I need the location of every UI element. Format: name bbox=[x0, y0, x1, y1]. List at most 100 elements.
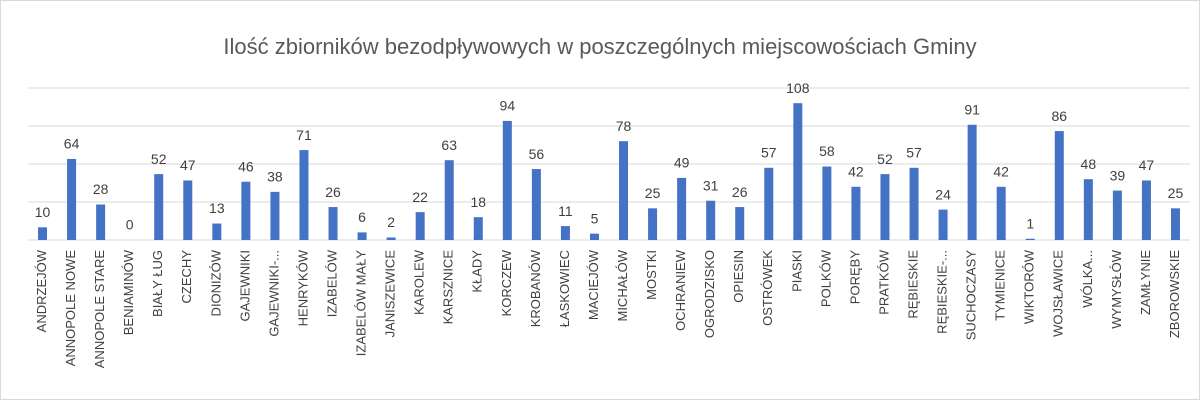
bar bbox=[183, 180, 193, 240]
x-tick-label: DIONIZÓW bbox=[208, 249, 223, 316]
bar bbox=[38, 227, 48, 240]
bar bbox=[909, 167, 919, 240]
data-label: 86 bbox=[1051, 108, 1067, 124]
data-label: 11 bbox=[558, 203, 573, 219]
x-tick-label: SUCHOCZASY bbox=[964, 250, 979, 341]
bar bbox=[1025, 238, 1035, 240]
x-tick-label: CZECHY bbox=[179, 250, 194, 304]
bar bbox=[1141, 180, 1151, 240]
x-tick-label: WOJSŁAWICE bbox=[1051, 250, 1066, 337]
bar bbox=[67, 158, 77, 240]
x-tick-label: KŁADY bbox=[470, 250, 485, 293]
data-label: 58 bbox=[819, 143, 835, 159]
x-tick-label: ŁASKOWIEC bbox=[557, 250, 572, 327]
data-label: 94 bbox=[500, 98, 516, 114]
data-label: 22 bbox=[412, 189, 428, 205]
x-tick-label: ANNOPOLE STARE bbox=[92, 250, 107, 369]
data-label: 13 bbox=[209, 200, 225, 216]
bar bbox=[357, 232, 367, 240]
x-tick-label: PIASKI bbox=[789, 250, 804, 292]
bar bbox=[967, 124, 977, 240]
x-tick-label: GAJEWNIKI bbox=[237, 250, 252, 322]
bar bbox=[1170, 208, 1180, 240]
x-tick-label: OSTRÓWEK bbox=[760, 250, 775, 326]
x-tick-label: OCHRANIEW bbox=[673, 249, 688, 331]
x-tick-label: PORĘBY bbox=[847, 250, 862, 305]
x-tick-label: MICHAŁÓW bbox=[615, 249, 630, 321]
data-label: 108 bbox=[786, 80, 810, 96]
bar bbox=[822, 166, 832, 240]
bar bbox=[502, 120, 512, 240]
data-label: 10 bbox=[35, 204, 51, 220]
data-label: 28 bbox=[93, 181, 109, 197]
bar bbox=[880, 174, 890, 240]
data-label: 0 bbox=[126, 217, 134, 233]
bar bbox=[996, 186, 1006, 240]
data-label: 63 bbox=[441, 137, 457, 153]
data-label: 39 bbox=[1110, 167, 1126, 183]
x-tick-label: WIKTORÓW bbox=[1022, 249, 1037, 324]
data-label: 26 bbox=[732, 184, 748, 200]
bar bbox=[154, 174, 164, 240]
bar bbox=[473, 217, 483, 240]
x-tick-label: WYMYSŁÓW bbox=[1109, 249, 1124, 328]
x-tick-label: BENIAMINÓW bbox=[121, 249, 136, 335]
bar bbox=[96, 204, 106, 240]
bar bbox=[619, 141, 629, 240]
x-tick-label: KROBANÓW bbox=[528, 249, 543, 327]
bar bbox=[212, 223, 222, 240]
bar bbox=[328, 207, 338, 240]
bar bbox=[1083, 179, 1093, 240]
data-label: 46 bbox=[238, 158, 254, 174]
x-tick-label: ZAMŁYNIE bbox=[1138, 250, 1153, 315]
data-label: 2 bbox=[387, 214, 395, 230]
data-label: 56 bbox=[529, 146, 545, 162]
data-label: 26 bbox=[325, 184, 341, 200]
data-label: 42 bbox=[848, 164, 864, 180]
x-tick-label: BIAŁY ŁUG bbox=[150, 250, 165, 317]
chart-title: Ilość zbiorników bezodpływowych w poszcz… bbox=[223, 34, 976, 59]
x-tick-label: KAROLEW bbox=[412, 249, 427, 315]
data-label: 38 bbox=[267, 169, 283, 185]
bar bbox=[270, 191, 280, 240]
bar bbox=[531, 169, 541, 240]
x-tick-label: IZABELÓW bbox=[324, 249, 339, 317]
data-label: 91 bbox=[964, 101, 980, 117]
x-tick-label: OGRODZISKO bbox=[702, 250, 717, 338]
x-tick-label: GAJEWNIKI-... bbox=[266, 250, 281, 337]
bar bbox=[444, 160, 454, 240]
bar bbox=[241, 181, 251, 240]
x-tick-label: RĘBIESKIE-... bbox=[935, 250, 950, 334]
data-label: 5 bbox=[591, 210, 599, 226]
bar bbox=[764, 167, 774, 240]
data-label: 48 bbox=[1081, 156, 1097, 172]
data-label: 6 bbox=[358, 209, 366, 225]
bar bbox=[1112, 190, 1122, 240]
data-label: 47 bbox=[1139, 157, 1155, 173]
bar bbox=[299, 150, 309, 240]
data-label: 42 bbox=[993, 164, 1009, 180]
data-label: 31 bbox=[703, 177, 719, 193]
bar bbox=[938, 209, 948, 240]
data-label: 57 bbox=[906, 145, 922, 161]
bar bbox=[735, 207, 745, 240]
bar bbox=[415, 212, 425, 240]
x-tick-label: KARSZNICE bbox=[441, 250, 456, 325]
x-tick-label: ZBOROWSKIE bbox=[1167, 250, 1182, 338]
bar bbox=[648, 208, 658, 240]
x-tick-label: HENRYKÓW bbox=[295, 249, 310, 326]
data-label: 25 bbox=[1168, 185, 1184, 201]
x-tick-label: ANDRZEJÓW bbox=[34, 249, 49, 332]
x-tick-label: MACIEJÓW bbox=[586, 249, 601, 320]
x-tick-label: MOSTKI bbox=[644, 250, 659, 300]
data-label: 64 bbox=[64, 136, 80, 152]
bar bbox=[386, 237, 396, 240]
x-tick-label: WÓLKA... bbox=[1080, 250, 1095, 308]
x-tick-label: POLKÓW bbox=[818, 249, 833, 307]
data-label: 24 bbox=[935, 186, 951, 202]
data-label: 25 bbox=[645, 185, 661, 201]
data-label: 47 bbox=[180, 157, 196, 173]
x-tick-label: OPIESIN bbox=[731, 250, 746, 303]
